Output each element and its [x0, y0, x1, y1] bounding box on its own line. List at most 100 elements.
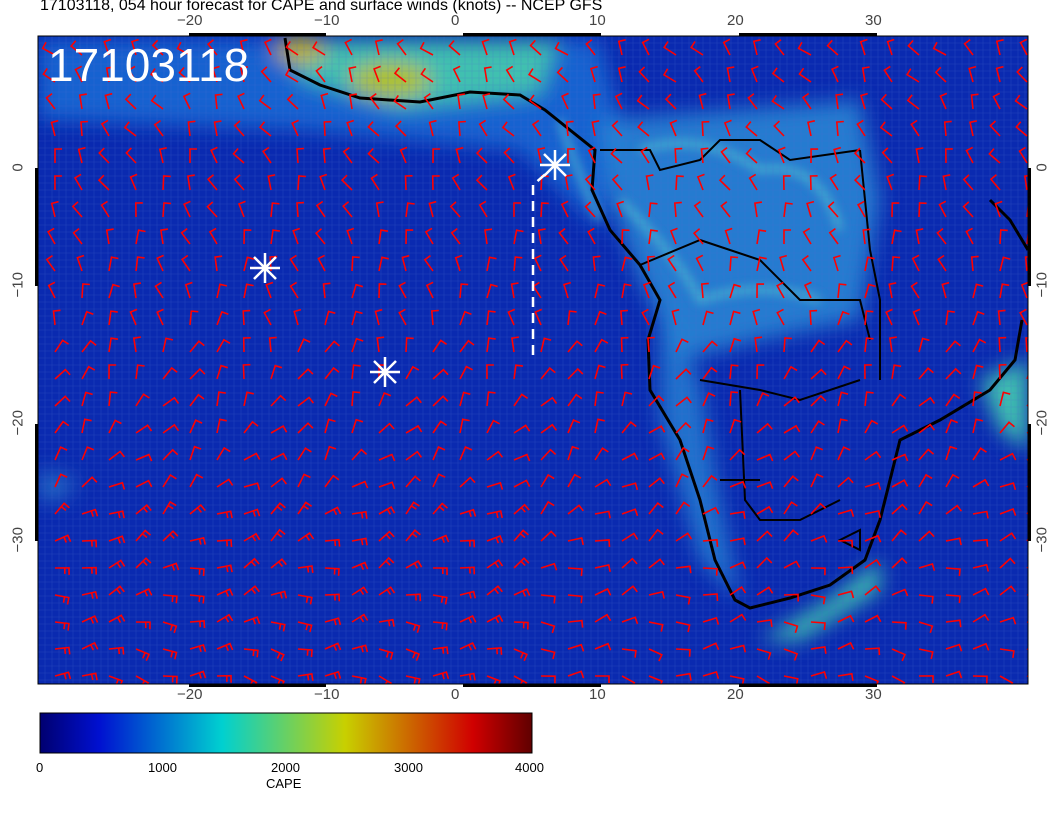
wind-barb — [70, 40, 83, 56]
wind-barb — [367, 121, 380, 137]
wind-barb — [297, 648, 313, 658]
wind-barb — [270, 675, 285, 684]
wind-barb — [756, 229, 767, 245]
wind-barb — [891, 621, 907, 630]
wind-barb — [918, 530, 935, 542]
wind-barb — [641, 308, 650, 326]
wind-barb — [594, 564, 611, 572]
wind-barb — [54, 594, 70, 605]
wind-barb — [351, 256, 360, 272]
wind-barb — [999, 532, 1017, 542]
wind-barb — [692, 228, 704, 245]
wind-barb — [837, 339, 853, 353]
wind-barb — [992, 92, 1001, 110]
wind-barb — [664, 93, 677, 110]
wind-barb — [108, 646, 125, 655]
wind-barb — [159, 228, 169, 245]
wind-barb — [270, 621, 286, 632]
wind-barb — [97, 174, 110, 191]
lon-tick-label: −10 — [314, 686, 340, 703]
wind-barb — [610, 147, 623, 164]
wind-barb — [567, 619, 584, 628]
wind-barb — [54, 646, 71, 655]
wind-barb — [237, 200, 246, 218]
wind-barb — [648, 528, 664, 542]
wind-barb — [853, 147, 866, 164]
wind-barb — [156, 254, 164, 272]
wind-barb — [135, 424, 153, 434]
wind-barb — [182, 92, 191, 110]
wind-barb — [918, 396, 936, 407]
wind-barb — [108, 535, 126, 544]
wind-barb — [783, 475, 799, 488]
wind-barb — [351, 586, 369, 596]
wind-barb — [178, 66, 191, 83]
wind-barb — [108, 364, 117, 380]
wind-barb — [729, 256, 739, 272]
wind-barb — [162, 423, 180, 434]
wind-barb — [270, 364, 283, 380]
wind-barb — [432, 567, 448, 576]
wind-barb — [81, 391, 93, 407]
wind-barb — [52, 309, 61, 326]
wind-barb — [864, 482, 882, 490]
wind-barb — [891, 503, 908, 515]
wind-barb — [891, 364, 902, 380]
wind-barb — [783, 501, 798, 515]
wind-barb — [864, 558, 882, 569]
wind-barb — [81, 615, 99, 624]
wind-barb — [945, 567, 961, 577]
wind-barb — [324, 593, 341, 602]
wind-barb — [211, 65, 220, 83]
track-line — [531, 169, 551, 355]
wind-barb — [374, 308, 383, 326]
wind-barb — [369, 92, 380, 110]
wind-barb — [187, 120, 196, 137]
wind-barb — [105, 228, 114, 245]
wind-barb — [297, 175, 306, 191]
wind-barb — [267, 174, 276, 191]
wind-barb — [891, 675, 906, 684]
wind-barb — [342, 201, 353, 218]
wind-barb — [297, 422, 314, 434]
wind-barb — [891, 424, 909, 434]
wind-barb — [367, 147, 380, 164]
wind-barb — [934, 66, 947, 83]
wind-barb — [459, 446, 473, 461]
wind-barb — [998, 363, 1007, 380]
wind-barb — [594, 510, 611, 519]
wind-barb — [513, 588, 531, 597]
wind-barb — [857, 200, 866, 218]
wind-barb — [645, 174, 654, 191]
wind-barb — [260, 66, 272, 83]
wind-barb — [54, 148, 62, 163]
wind-barb — [837, 418, 848, 434]
wind-barb — [540, 337, 552, 353]
wind-barb — [1025, 337, 1028, 353]
wind-barb — [505, 65, 515, 83]
wind-barb — [621, 482, 639, 491]
wind-barb — [832, 254, 841, 272]
wind-barb — [810, 621, 826, 631]
wind-barb — [783, 621, 799, 634]
wind-barb — [567, 445, 580, 461]
wind-barb — [81, 566, 97, 575]
wind-barb — [1020, 281, 1028, 299]
wind-barb — [833, 146, 842, 164]
wind-barb — [78, 93, 87, 110]
wind-barb — [270, 394, 287, 407]
wind-barb — [135, 675, 150, 684]
wind-barb — [54, 621, 70, 631]
wind-barb — [297, 672, 314, 681]
wind-barb — [999, 585, 1017, 596]
wind-barb — [621, 585, 638, 596]
wind-barb — [648, 648, 663, 662]
wind-barb — [125, 147, 137, 164]
wind-barb — [81, 310, 94, 326]
wind-barb — [673, 201, 682, 218]
wind-barb — [348, 66, 357, 83]
wind-barb — [183, 200, 191, 218]
wind-barb — [590, 65, 598, 83]
wind-barb — [702, 418, 714, 434]
wind-barb — [918, 648, 934, 660]
